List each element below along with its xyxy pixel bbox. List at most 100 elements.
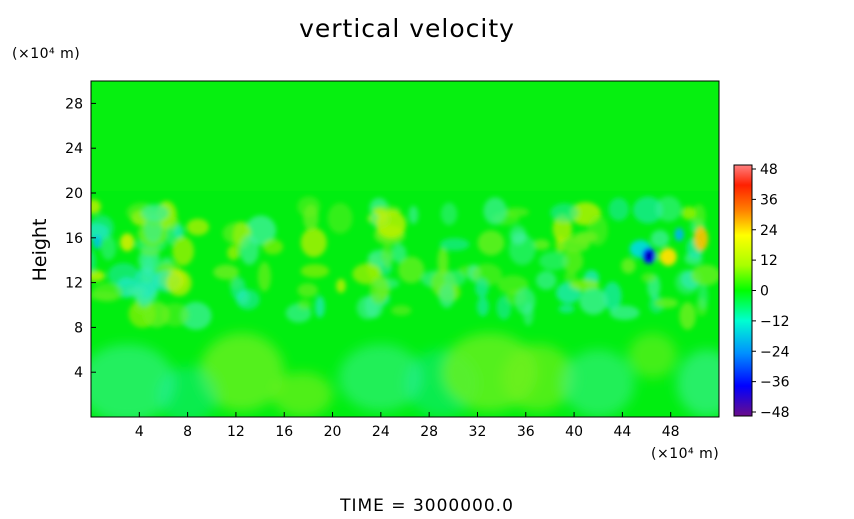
field-contour [444,270,467,286]
field-contour [476,296,489,317]
colorbar-tick-label: −12 [760,314,790,330]
colorbar-tick-label: −48 [760,405,790,421]
field-contour [180,301,212,330]
field-contour [558,304,575,314]
field-contour [522,301,534,326]
x-axis: 4 8 12 16 20 24 28 32 36 40 44 48 [135,412,680,440]
field-contour [356,295,379,320]
field-contour [391,305,412,316]
colorbar-tick-label: 12 [760,253,778,269]
field-contour [227,245,240,261]
field-contour [92,235,102,249]
field-contour [91,344,176,417]
x-tick-label: 48 [662,424,680,440]
x-tick-label: 16 [275,424,293,440]
colorbar-tick-label: −24 [760,344,790,360]
colorbar-tick-label: 48 [760,162,778,178]
field-contour [100,235,117,261]
colorbar-ticks: 48 36 24 12 0 −12 −24 −36 −48 [752,162,790,421]
field-contour [300,227,327,258]
y-tick-label: 4 [74,365,83,381]
field-contour [655,196,682,222]
field-contour [679,302,696,330]
field-contour [92,282,123,302]
y-tick-label: 28 [65,96,83,112]
field-contour [475,277,489,298]
x-tick-label: 20 [324,424,342,440]
field-contour [262,239,284,255]
field-contour [698,282,709,310]
field-contour [239,234,259,265]
field-contour [621,257,636,274]
field-contour [650,230,670,248]
field-contour [300,264,330,278]
field-contour [562,349,635,417]
field-contour [564,271,577,283]
field-contour [674,227,684,242]
field-contour [213,264,239,280]
field-contour [603,281,622,311]
field-contour [199,333,285,412]
field-contour [628,333,677,378]
time-label: TIME = 3000000.0 [340,496,514,516]
field-contour [653,297,679,309]
field-contour [376,210,407,239]
field-contour [437,246,449,277]
field-contour [561,248,584,274]
field-contour [125,286,147,296]
field-contour [440,202,458,226]
field-contour [439,237,470,251]
x-tick-label: 40 [565,424,583,440]
field-contour [336,278,346,293]
x-tick-label: 8 [183,424,192,440]
y-tick-label: 16 [65,231,83,247]
field-contour [509,224,527,246]
colorbar-tick-label: 0 [760,284,769,300]
field-contour [91,199,101,214]
x-tick-label: 44 [613,424,631,440]
velocity-field [91,81,719,417]
field-contour [532,239,550,250]
field-contour [645,251,652,260]
field-contour [141,204,170,222]
field-contour [398,256,425,284]
y-axis-unit: (×10⁴ m) [12,46,81,62]
field-contour [641,272,657,283]
field-contour [157,366,218,417]
field-contour [632,196,664,224]
field-contour [391,243,407,263]
y-tick-label: 8 [74,320,83,336]
y-tick-label: 12 [65,276,83,292]
field-contour [579,287,608,315]
field-contour [119,233,135,252]
field-contour [609,305,640,320]
x-axis-unit: (×10⁴ m) [651,446,720,462]
field-contour [91,250,96,274]
colorbar [733,164,753,417]
field-contour [338,344,424,412]
field-contour [501,344,575,412]
field-contour [381,243,393,269]
field-contour [235,289,260,310]
y-tick-label: 24 [65,141,83,157]
field-contour [257,261,271,292]
field-contour [186,218,210,236]
field-contour [659,247,677,266]
x-tick-label: 12 [227,424,245,440]
field-contour [172,236,194,266]
x-tick-label: 36 [517,424,535,440]
field-contour [587,214,609,246]
field-contour [314,295,325,318]
field-contour [369,276,389,305]
field-contour [691,264,719,286]
field-contour [438,283,455,309]
field-contour [303,204,319,232]
field-contour [681,206,697,220]
field-contour [143,301,170,328]
x-tick-label: 4 [135,424,144,440]
field-contour [477,230,505,256]
field-contour [550,203,579,223]
field-contour [297,299,312,310]
field-contour [535,270,557,290]
